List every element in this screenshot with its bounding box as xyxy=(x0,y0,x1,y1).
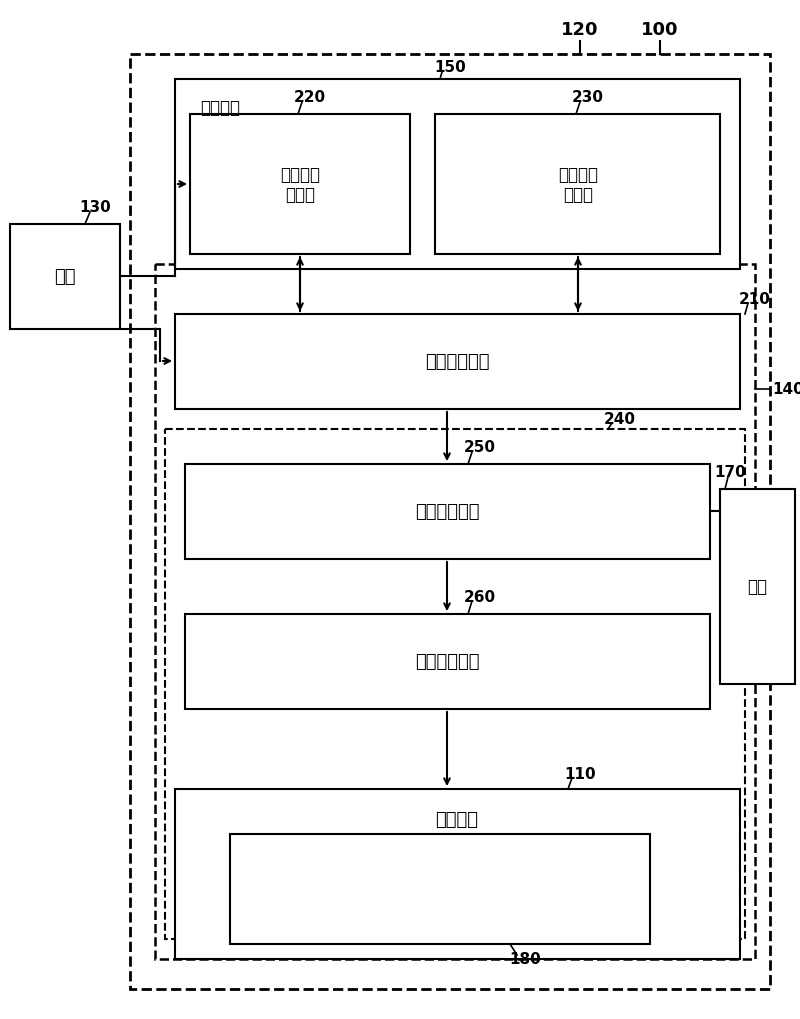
Text: 更新操作单元: 更新操作单元 xyxy=(414,502,479,521)
Bar xyxy=(190,115,410,255)
Bar xyxy=(185,614,710,709)
Text: 140: 140 xyxy=(772,382,800,397)
Text: 210: 210 xyxy=(739,292,771,307)
Text: 图像输入
缓冲区: 图像输入 缓冲区 xyxy=(280,165,320,204)
Text: 显示面板: 显示面板 xyxy=(435,810,478,828)
Bar xyxy=(155,265,755,959)
Text: 闪存: 闪存 xyxy=(747,578,767,595)
Text: 画面处理单元: 画面处理单元 xyxy=(425,353,490,371)
Bar xyxy=(175,790,740,959)
Bar xyxy=(175,315,740,410)
Text: 主机: 主机 xyxy=(54,268,76,285)
Bar xyxy=(175,79,740,270)
Text: 230: 230 xyxy=(572,91,604,105)
Bar xyxy=(230,835,650,944)
Bar xyxy=(435,115,720,255)
Bar xyxy=(165,430,745,940)
Text: 180: 180 xyxy=(509,952,541,967)
Text: 时钟产生单元: 时钟产生单元 xyxy=(414,652,479,671)
Bar xyxy=(185,465,710,559)
Text: 250: 250 xyxy=(464,440,496,455)
Text: 150: 150 xyxy=(434,60,466,75)
Text: 240: 240 xyxy=(604,412,636,427)
Text: 170: 170 xyxy=(714,465,746,480)
Bar xyxy=(10,225,120,330)
Text: 100: 100 xyxy=(642,21,678,39)
Text: 130: 130 xyxy=(79,200,111,214)
Bar xyxy=(130,55,770,989)
Text: 存储单元: 存储单元 xyxy=(200,99,240,117)
Text: 120: 120 xyxy=(562,21,598,39)
Text: 220: 220 xyxy=(294,91,326,105)
Text: 110: 110 xyxy=(564,766,596,782)
Bar xyxy=(720,489,795,685)
Text: 图像更新
缓冲区: 图像更新 缓冲区 xyxy=(558,165,598,204)
Text: 260: 260 xyxy=(464,590,496,605)
